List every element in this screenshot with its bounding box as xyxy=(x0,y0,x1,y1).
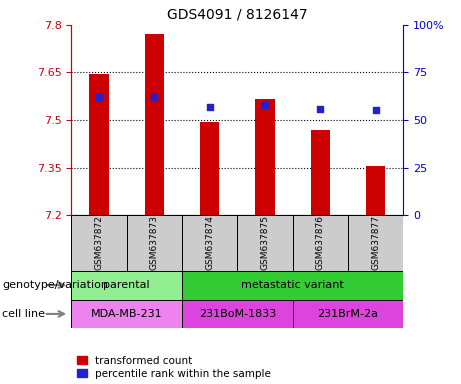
Bar xyxy=(293,300,403,328)
Text: GSM637875: GSM637875 xyxy=(260,215,270,270)
Point xyxy=(372,108,379,114)
Text: metastatic variant: metastatic variant xyxy=(242,280,344,290)
Bar xyxy=(182,271,403,300)
Bar xyxy=(71,271,182,300)
Bar xyxy=(71,300,182,328)
Title: GDS4091 / 8126147: GDS4091 / 8126147 xyxy=(167,7,308,21)
Text: GSM637876: GSM637876 xyxy=(316,215,325,270)
Point xyxy=(151,94,158,100)
Bar xyxy=(182,300,293,328)
Bar xyxy=(71,215,127,271)
Bar xyxy=(311,129,330,215)
Text: 231BrM-2a: 231BrM-2a xyxy=(318,309,378,319)
Text: GSM637877: GSM637877 xyxy=(371,215,380,270)
Text: 231BoM-1833: 231BoM-1833 xyxy=(199,309,276,319)
Point xyxy=(261,102,269,108)
Text: genotype/variation: genotype/variation xyxy=(2,280,108,290)
Bar xyxy=(89,74,109,215)
Text: parental: parental xyxy=(103,280,150,290)
Legend: transformed count, percentile rank within the sample: transformed count, percentile rank withi… xyxy=(77,356,271,379)
Bar xyxy=(366,166,385,215)
Text: MDA-MB-231: MDA-MB-231 xyxy=(91,309,163,319)
Bar xyxy=(127,215,182,271)
Text: GSM637872: GSM637872 xyxy=(95,215,104,270)
Point xyxy=(206,104,213,110)
Bar xyxy=(200,122,219,215)
Text: GSM637873: GSM637873 xyxy=(150,215,159,270)
Text: GSM637874: GSM637874 xyxy=(205,215,214,270)
Bar xyxy=(255,99,275,215)
Point xyxy=(317,106,324,112)
Text: cell line: cell line xyxy=(2,309,45,319)
Bar xyxy=(293,215,348,271)
Point xyxy=(95,94,103,100)
Bar xyxy=(237,215,293,271)
Bar xyxy=(182,215,237,271)
Bar xyxy=(348,215,403,271)
Bar xyxy=(145,35,164,215)
